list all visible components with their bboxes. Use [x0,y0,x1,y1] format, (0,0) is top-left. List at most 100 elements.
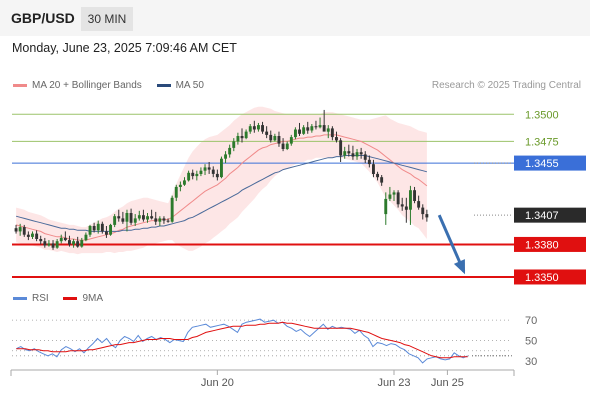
level-label-support: 1.3350 [525,272,559,284]
candle-body [76,241,80,247]
ma20-line [15,134,428,241]
candle-body [351,153,355,157]
candle-body [281,143,285,149]
ma50-legend-label: MA 50 [175,80,204,91]
level-label-pivot: 1.3455 [525,158,559,170]
candle-body [413,190,416,201]
candle-body [220,158,223,178]
candle-body [146,216,149,220]
candle-body [257,125,260,130]
level-box-support [514,236,586,252]
candle-body [376,173,379,178]
rsi-tick-label: 30 [525,356,537,368]
candle-body [63,237,67,241]
ma50-legend-swatch [156,83,171,87]
level-label-resistance: 1.3500 [525,109,559,121]
level-label-resistance: 1.3475 [525,136,559,148]
candle-body [14,228,18,232]
candle-body [265,131,269,135]
candle-body [314,126,318,128]
candle-body [425,214,429,218]
candle-body [388,194,392,199]
candle-body [302,127,306,134]
candle-body [55,241,59,248]
candle-body [240,136,244,139]
candle-body [154,218,158,222]
candle-body [359,152,363,155]
candle-body [199,170,203,174]
candle-body [211,169,215,174]
level-box-support [514,269,586,285]
candle-body [363,154,367,160]
candle-body [372,164,375,174]
candle-body [195,173,199,177]
candle-body [355,152,359,157]
candle-body [318,125,322,128]
candle-body [203,167,207,171]
candle-body [59,237,63,242]
candle-body [129,213,133,223]
candle-body [224,154,227,159]
candle-body [400,204,404,207]
candle-body [174,186,178,198]
candle-body [22,227,26,235]
candle-body [335,137,338,141]
time-axis-label: Jun 25 [431,377,464,389]
candle-body [392,192,396,195]
candle-body [125,213,129,222]
candle-body [133,218,137,223]
rsi-ma-legend-label: 9MA [82,293,104,304]
candle-body [187,172,191,181]
candle-body [384,198,388,215]
candle-body [417,201,421,208]
timeframe-button[interactable]: 30 MIN [81,7,133,31]
candle-body [252,126,256,130]
candle-body [137,215,141,219]
candle-body [294,129,297,138]
rsi-legend-swatch [13,296,27,300]
candle-body [306,127,310,131]
candle-body [26,234,30,237]
ma20-legend-swatch [13,83,27,87]
candle-body [261,125,264,132]
candle-body [109,224,112,235]
candle-body [330,128,334,138]
candle-body [51,243,55,248]
candle-body [183,180,186,185]
candle-body [88,226,92,235]
candle-body [162,218,166,221]
candle-body [236,136,240,142]
level-label-last_price: 1.3407 [525,210,559,222]
candle-body [105,231,108,235]
candle-body [113,216,117,225]
symbol-label: GBP/USD [11,10,75,26]
candle-body [39,239,43,242]
candle-body [421,207,425,215]
candle-body [207,167,211,170]
candle-body [18,227,22,232]
candle-body [326,128,330,132]
candle-body [35,233,39,239]
candle-body [166,220,170,222]
rsi-legend: RSI 9MA [13,293,103,304]
candle-body [47,243,51,246]
candle-body [43,241,47,246]
ma20-legend-label: MA 20 + Bollinger Bands [32,80,142,91]
candle-body [100,223,104,232]
candle-body [142,215,145,220]
credit-label: Research © 2025 Trading Central [431,80,581,91]
candle-body [380,177,384,183]
candle-body [248,126,252,132]
candle-body [80,240,84,247]
chart-header: GBP/USD 30 MIN [0,0,590,36]
bollinger-band [16,106,427,255]
rsi-tick-label: 70 [525,315,537,327]
candle-body [96,223,100,231]
candle-body [343,151,347,156]
candle-body [409,190,412,210]
candle-body [191,172,195,177]
candle-body [347,151,351,154]
candle-body [277,136,281,144]
time-axis-label: Jun 23 [377,377,410,389]
